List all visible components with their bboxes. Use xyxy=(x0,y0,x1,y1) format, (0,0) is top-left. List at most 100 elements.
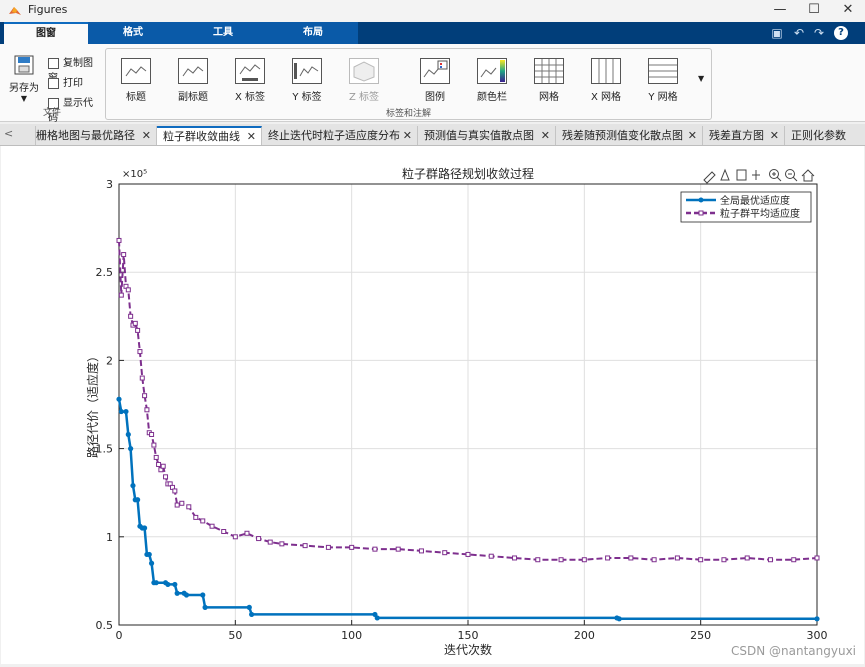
colorbar-button[interactable]: 颜色栏 xyxy=(464,53,520,105)
brush-icon[interactable] xyxy=(703,171,716,184)
x-tick-label: 150 xyxy=(458,629,479,642)
x-tick-label: 250 xyxy=(690,629,711,642)
data-point-global-best xyxy=(174,590,180,596)
chart-legend[interactable]: 全局最优适应度 粒子群平均适应度 xyxy=(680,191,812,223)
grid-icon xyxy=(534,58,564,84)
doc-tab-label: 正则化参数 xyxy=(791,129,846,142)
home-icon[interactable] xyxy=(801,169,815,182)
grid-button-label: 网格 xyxy=(539,92,559,103)
data-point-mean xyxy=(121,252,127,258)
zoom-out-icon[interactable] xyxy=(785,169,798,182)
data-point-mean xyxy=(767,557,773,563)
xlabel-button[interactable]: X 标签 xyxy=(222,53,278,105)
tab-figure[interactable]: 图窗 xyxy=(4,22,88,44)
data-point-mean xyxy=(698,557,704,563)
ylabel-icon xyxy=(292,58,322,84)
save-as-label: 另存为 xyxy=(9,83,39,94)
data-point-mean xyxy=(721,557,727,563)
undo-icon[interactable]: ↶ xyxy=(793,26,805,40)
show-code-checkbox[interactable]: 显示代码 xyxy=(48,94,100,124)
save-icon[interactable]: ▣ xyxy=(771,26,783,40)
data-point-global-best xyxy=(141,525,148,531)
file-group-label: 文件 xyxy=(42,108,61,118)
data-point-mean xyxy=(174,502,180,508)
minimize-button[interactable]: — xyxy=(773,2,787,17)
scroll-left-icon[interactable]: < xyxy=(4,127,14,140)
legend-icon xyxy=(420,58,450,84)
data-point-mean xyxy=(535,557,541,563)
data-point-global-best xyxy=(814,616,820,622)
doc-tab-grid-map[interactable]: 栅格地图与最优路径 ✕ xyxy=(30,126,157,145)
title-button[interactable]: 标题 xyxy=(108,53,164,105)
data-point-mean xyxy=(221,529,227,535)
copy-figure-button[interactable]: 复制图窗 xyxy=(48,54,100,84)
restore-view-icon[interactable] xyxy=(736,169,747,181)
figure-tab-bar: < 栅格地图与最优路径 ✕ 粒子群收敛曲线 ✕ 终止迭代时粒子适应度分布 ✕ 预测值与… xyxy=(0,124,865,146)
data-point-mean xyxy=(163,474,169,480)
help-icon[interactable]: ? xyxy=(834,26,848,40)
zoom-in-icon[interactable] xyxy=(769,169,782,182)
data-point-mean xyxy=(791,557,797,563)
tab-spacer xyxy=(16,126,36,145)
data-point-mean xyxy=(149,431,155,437)
doc-tab-label: 残差直方图 xyxy=(709,129,764,142)
close-icon[interactable]: ✕ xyxy=(769,129,779,142)
legend-box xyxy=(680,191,812,223)
checkbox-icon xyxy=(48,97,59,109)
ylabel-button[interactable]: Y 标签 xyxy=(279,53,335,105)
zlabel-button[interactable]: Z 标签 xyxy=(336,53,392,105)
tab-tools[interactable]: 工具 xyxy=(178,22,268,44)
doc-tab-pred-vs-true[interactable]: 预测值与真实值散点图 ✕ xyxy=(418,126,556,145)
close-icon[interactable]: ✕ xyxy=(402,129,412,142)
xlabel-button-label: X 标签 xyxy=(234,92,266,103)
close-icon[interactable]: ✕ xyxy=(141,129,151,142)
doc-tab-label: 栅格地图与最优路径 xyxy=(36,129,135,142)
colorbar-button-label: 颜色栏 xyxy=(477,92,507,103)
legend-button-label: 图例 xyxy=(425,92,445,103)
close-icon[interactable]: ✕ xyxy=(687,129,697,142)
maximize-button[interactable]: ☐ xyxy=(808,2,820,17)
x-tick-label: 0 xyxy=(116,629,123,642)
doc-tab-residual-scatter[interactable]: 残差随预测值变化散点图 ✕ xyxy=(556,126,703,145)
tab-format[interactable]: 格式 xyxy=(88,22,178,44)
title-bar: Figures — ☐ ✕ xyxy=(0,0,865,22)
doc-tab-regularization[interactable]: 正则化参数 xyxy=(785,126,865,145)
data-point-mean xyxy=(325,544,331,550)
data-tips-icon[interactable] xyxy=(720,168,730,181)
close-button[interactable]: ✕ xyxy=(842,2,854,17)
convergence-chart[interactable]: 0 50 100 150 200 250 300 0.5 1 1.5 2 2.5 3 ×10⁵ 粒子群路… xyxy=(1,146,864,664)
data-point-mean xyxy=(156,461,162,467)
axes-toolbar xyxy=(703,168,815,184)
doc-tab-fitness-distribution[interactable]: 终止迭代时粒子适应度分布 ✕ xyxy=(262,126,418,145)
xgrid-button[interactable]: X 网格 xyxy=(578,53,634,105)
data-point-global-best xyxy=(118,408,124,415)
grid-button[interactable]: 网格 xyxy=(521,53,577,105)
ygrid-button[interactable]: Y 网格 xyxy=(635,53,691,105)
legend-button[interactable]: 图例 xyxy=(407,53,463,105)
data-point-global-best xyxy=(200,592,206,598)
redo-icon[interactable]: ↷ xyxy=(813,26,825,40)
print-button[interactable]: 打印 xyxy=(48,74,83,90)
xlabel-icon xyxy=(235,58,265,84)
pan-icon[interactable] xyxy=(752,170,760,180)
doc-tab-convergence[interactable]: 粒子群收敛曲线 ✕ xyxy=(157,126,262,145)
doc-tab-label: 粒子群收敛曲线 xyxy=(163,130,240,143)
data-point-mean xyxy=(256,536,262,542)
data-point-mean xyxy=(200,518,206,524)
ribbon-expand-icon[interactable]: ▼ xyxy=(698,74,705,83)
y-tick-label: 1.5 xyxy=(96,443,114,456)
data-point-mean xyxy=(605,555,611,561)
series-line-mean xyxy=(118,240,818,561)
title-button-label: 标题 xyxy=(126,92,146,103)
figure-canvas: 0 50 100 150 200 250 300 0.5 1 1.5 2 2.5 3 ×10⁵ 粒子群路… xyxy=(1,146,864,664)
close-icon[interactable]: ✕ xyxy=(246,130,256,143)
tab-layout[interactable]: 布局 xyxy=(268,22,358,44)
subtitle-button[interactable]: 副标题 xyxy=(165,53,221,105)
data-point-mean xyxy=(186,504,192,510)
data-point-global-best xyxy=(116,396,122,402)
close-icon[interactable]: ✕ xyxy=(540,129,550,142)
show-code-label: 显示代码 xyxy=(48,98,93,124)
doc-tab-residual-histogram[interactable]: 残差直方图 ✕ xyxy=(703,126,785,145)
data-point-mean xyxy=(674,555,680,561)
save-as-button[interactable]: 另存为 ▼ xyxy=(6,54,42,103)
